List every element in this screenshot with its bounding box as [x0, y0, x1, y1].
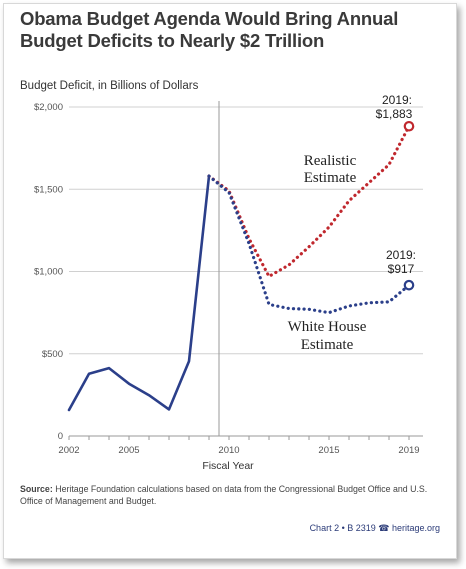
- y-tick-label: $2,000: [34, 102, 63, 113]
- x-tick-labels: 2002 2005 2010 2015 2019: [58, 436, 420, 456]
- y-tick-label: 0: [58, 431, 63, 442]
- realistic-endpoint-marker: [403, 120, 415, 132]
- endpoint-markers: [403, 120, 415, 291]
- white-house-estimate-line: [207, 174, 411, 315]
- chart-card: [3, 3, 457, 559]
- y-axis-label: Budget Deficit, in Billions of Dollars: [20, 80, 199, 92]
- y-tick-label: $1,500: [34, 184, 63, 195]
- annotation-1883-line1: 2019:: [382, 93, 412, 107]
- actual-deficit-line: [67, 174, 211, 412]
- x-axis-label: Fiscal Year: [202, 460, 254, 472]
- whitehouse-label-line2: Estimate: [301, 337, 354, 353]
- realistic-label-line2: Estimate: [304, 170, 357, 186]
- series-group: [67, 124, 411, 412]
- source-text: Heritage Foundation calculations based o…: [20, 484, 428, 506]
- x-tick-label: 2002: [58, 445, 79, 456]
- annotation-917-line2: $917: [388, 262, 415, 276]
- white-house-endpoint-marker: [403, 279, 415, 291]
- source-label: Source:: [20, 484, 53, 494]
- source-note: Source: Heritage Foundation calculations…: [20, 483, 440, 507]
- whitehouse-label-line1: White House: [288, 319, 367, 335]
- x-tick-label: 2015: [318, 445, 339, 456]
- x-tick-label: 2019: [398, 445, 419, 456]
- chart-title: Obama Budget Agenda Would Bring Annual B…: [20, 8, 399, 51]
- realistic-estimate-line: [207, 124, 411, 278]
- y-tick-labels: $2,000 $1,500 $1,000 $500 0: [34, 102, 63, 442]
- chart-credit: Chart 2 • B 2319 ☎ heritage.org: [309, 523, 440, 533]
- x-tick-label: 2005: [118, 445, 139, 456]
- y-tick-label: $500: [42, 349, 63, 360]
- annotation-1883-line2: $1,883: [376, 107, 413, 121]
- x-tick-label: 2010: [218, 445, 239, 456]
- realistic-label-line1: Realistic: [304, 153, 357, 169]
- annotation-917-line1: 2019:: [386, 248, 416, 262]
- gridlines: [69, 106, 423, 437]
- y-tick-label: $1,000: [34, 267, 63, 278]
